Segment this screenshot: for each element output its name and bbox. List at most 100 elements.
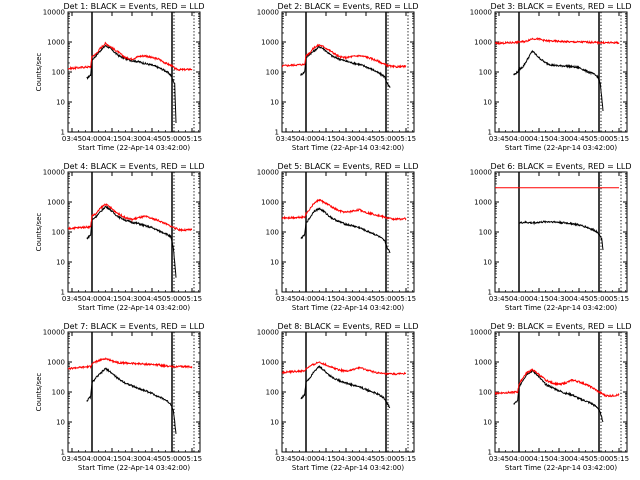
x-tick-label: 04:15 — [316, 135, 336, 143]
events-series — [300, 207, 391, 254]
plot-frame — [281, 171, 415, 293]
x-tick-label: 03:45 — [489, 455, 509, 463]
y-tick-label: 10000 — [43, 169, 65, 177]
y-tick-label: 10 — [56, 99, 65, 107]
plot-frame — [67, 331, 201, 453]
x-axis-label: Start Time (22-Apr-14 03:42:00) — [505, 304, 617, 312]
x-tick-label: 05:00 — [376, 295, 396, 303]
y-tick-label: 10000 — [43, 329, 65, 337]
panel-title: Det 5: BLACK = Events, RED = LLD — [278, 162, 419, 171]
y-tick-label: 10000 — [470, 169, 492, 177]
x-tick-label: 05:00 — [376, 455, 396, 463]
lld-series — [495, 368, 620, 398]
lld-series — [68, 357, 193, 371]
y-tick-label: 1 — [488, 289, 492, 297]
panel-det-1: Det 1: BLACK = Events, RED = LLD 1 10 100 10… — [35, 2, 204, 152]
panel-det-4: Det 4: BLACK = Events, RED = LLD 1 10 100 10… — [35, 162, 204, 312]
x-tick-label: 03:45 — [489, 295, 509, 303]
panel-det-2: Det 2: BLACK = Events, RED = LLD 1 10 100 10… — [257, 2, 419, 152]
y-axis-label: Counts/sec — [35, 53, 43, 92]
x-tick-label: 03:45 — [276, 295, 296, 303]
x-tick-label: 04:00 — [82, 295, 102, 303]
x-tick-label: 05:15 — [609, 455, 629, 463]
y-tick-label: 10 — [56, 419, 65, 427]
y-tick-label: 10 — [483, 99, 492, 107]
x-tick-label: 04:45 — [142, 135, 162, 143]
events-series — [300, 45, 391, 88]
x-tick-label: 04:45 — [569, 455, 589, 463]
x-axis-label: Start Time (22-Apr-14 03:42:00) — [505, 144, 617, 152]
y-tick-label: 1 — [61, 289, 65, 297]
x-tick-label: 05:15 — [182, 135, 202, 143]
x-tick-label: 05:15 — [396, 455, 416, 463]
y-tick-label: 1 — [275, 289, 279, 297]
x-tick-label: 04:30 — [336, 135, 356, 143]
x-tick-label: 04:00 — [296, 135, 316, 143]
y-tick-label: 100 — [52, 229, 65, 237]
x-tick-label: 04:15 — [529, 455, 549, 463]
y-tick-label: 100 — [479, 389, 492, 397]
events-series — [518, 220, 604, 251]
y-tick-label: 10 — [270, 259, 279, 267]
x-tick-label: 05:15 — [396, 135, 416, 143]
plot-frame — [67, 11, 201, 133]
x-tick-label: 04:00 — [82, 135, 102, 143]
x-tick-label: 04:45 — [142, 295, 162, 303]
panel-title: Det 6: BLACK = Events, RED = LLD — [491, 162, 632, 171]
y-tick-label: 1 — [275, 129, 279, 137]
y-tick-label: 10000 — [257, 9, 279, 17]
x-tick-label: 04:30 — [549, 295, 569, 303]
y-axis-label: Counts/sec — [35, 213, 43, 252]
y-tick-label: 10000 — [470, 329, 492, 337]
events-series — [86, 367, 177, 434]
y-tick-label: 1000 — [47, 199, 65, 207]
panel-title: Det 7: BLACK = Events, RED = LLD — [64, 322, 205, 331]
plot-frame — [494, 11, 628, 133]
y-tick-label: 1 — [488, 449, 492, 457]
x-axis-label: Start Time (22-Apr-14 03:42:00) — [292, 464, 404, 472]
y-tick-label: 1 — [61, 449, 65, 457]
y-tick-label: 100 — [52, 69, 65, 77]
x-tick-label: 03:45 — [62, 295, 82, 303]
y-tick-label: 1000 — [261, 359, 279, 367]
x-tick-label: 05:00 — [589, 295, 609, 303]
x-tick-label: 05:15 — [182, 295, 202, 303]
x-tick-label: 03:45 — [276, 455, 296, 463]
x-tick-label: 04:30 — [122, 455, 142, 463]
lld-series — [282, 198, 407, 222]
y-tick-label: 1 — [61, 129, 65, 137]
plot-frame — [67, 171, 201, 293]
x-tick-label: 04:00 — [296, 455, 316, 463]
x-tick-label: 03:45 — [62, 135, 82, 143]
x-tick-label: 04:45 — [569, 295, 589, 303]
x-tick-label: 04:15 — [529, 135, 549, 143]
x-tick-label: 03:45 — [489, 135, 509, 143]
panel-title: Det 9: BLACK = Events, RED = LLD — [491, 322, 632, 331]
x-tick-label: 05:15 — [609, 295, 629, 303]
x-tick-label: 04:00 — [509, 135, 529, 143]
y-tick-label: 1000 — [47, 359, 65, 367]
x-axis-label: Start Time (22-Apr-14 03:42:00) — [78, 144, 190, 152]
lld-series — [282, 43, 407, 69]
lld-series — [68, 203, 193, 233]
plot-frame — [281, 331, 415, 453]
panel-title: Det 1: BLACK = Events, RED = LLD — [64, 2, 205, 11]
x-tick-label: 04:45 — [356, 135, 376, 143]
x-tick-label: 05:00 — [162, 135, 182, 143]
panel-det-6: Det 6: BLACK = Events, RED = LLD 1 10 100 10… — [470, 162, 632, 312]
y-tick-label: 1000 — [261, 199, 279, 207]
y-tick-label: 100 — [266, 229, 279, 237]
y-tick-label: 10 — [270, 99, 279, 107]
y-tick-label: 10000 — [257, 169, 279, 177]
x-axis-label: Start Time (22-Apr-14 03:42:00) — [78, 464, 190, 472]
x-axis-label: Start Time (22-Apr-14 03:42:00) — [78, 304, 190, 312]
panel-title: Det 8: BLACK = Events, RED = LLD — [278, 322, 419, 331]
x-tick-label: 05:00 — [162, 455, 182, 463]
y-tick-label: 100 — [52, 389, 65, 397]
y-tick-label: 10000 — [470, 9, 492, 17]
x-tick-label: 04:15 — [102, 455, 122, 463]
events-series — [86, 205, 177, 278]
x-tick-label: 04:30 — [549, 455, 569, 463]
x-tick-label: 05:00 — [376, 135, 396, 143]
